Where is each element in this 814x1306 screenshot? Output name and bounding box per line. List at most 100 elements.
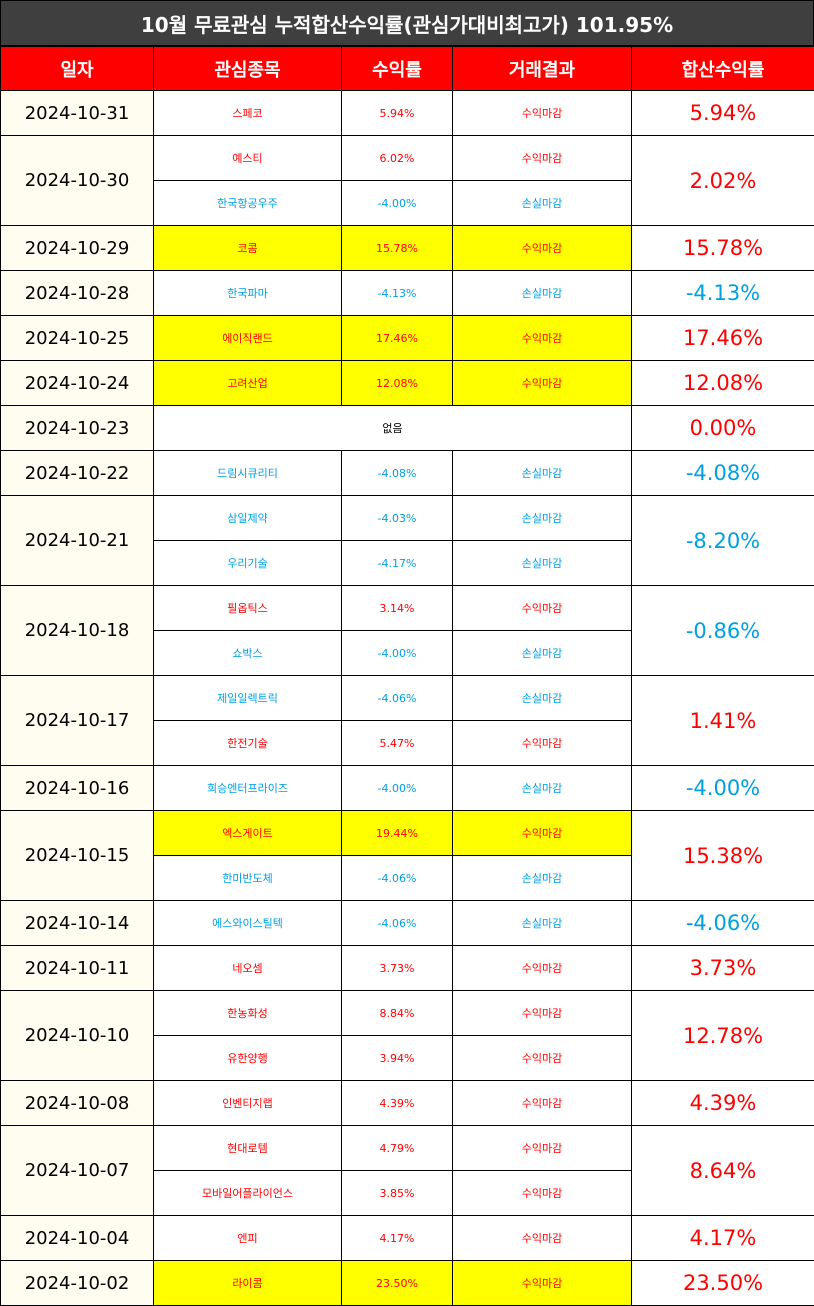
date-cell: 2024-10-08 [0, 1080, 154, 1126]
return-cell: -4.00% [341, 630, 453, 676]
table-row: 2024-10-14 에스와이스틸텍 -4.06% 손실마감 -4.06% [0, 900, 814, 946]
date-cell: 2024-10-07 [0, 1125, 154, 1216]
stock-cell: 엑스게이트 [153, 810, 342, 856]
return-cell: -4.13% [341, 270, 453, 316]
stock-cell: 모바일어플라이언스 [153, 1170, 342, 1216]
stock-cell: 쇼박스 [153, 630, 342, 676]
total-return-cell: -4.06% [631, 900, 814, 946]
return-cell: -4.00% [341, 765, 453, 811]
date-cell: 2024-10-17 [0, 675, 154, 766]
result-cell: 손실마감 [452, 675, 632, 721]
return-cell: 8.84% [341, 990, 453, 1036]
result-cell: 수익마감 [452, 135, 632, 181]
total-return-cell: 4.17% [631, 1215, 814, 1261]
total-return-cell: 4.39% [631, 1080, 814, 1126]
result-cell: 수익마감 [452, 945, 632, 991]
table-row: 2024-10-15 엑스게이트 19.44% 수익마감 15.38% [0, 810, 814, 901]
stock-cell: 스페코 [153, 90, 342, 136]
result-cell: 수익마감 [452, 990, 632, 1036]
return-cell: -4.06% [341, 855, 453, 901]
no-pick-cell: 없음 [153, 405, 632, 451]
date-cell: 2024-10-15 [0, 810, 154, 901]
table-row: 2024-10-02 라이콤 23.50% 수익마감 23.50% [0, 1260, 814, 1306]
return-cell: 4.39% [341, 1080, 453, 1126]
sheet-title: 10월 무료관심 누적합산수익률(관심가대비최고가) 101.95% [0, 0, 814, 46]
total-return-cell: -4.13% [631, 270, 814, 316]
header-date: 일자 [0, 46, 154, 91]
header-result: 거래결과 [452, 46, 632, 91]
stock-cell: 에이직랜드 [153, 315, 342, 361]
date-cell: 2024-10-02 [0, 1260, 154, 1306]
table-row: 2024-10-22 드림시큐리티 -4.08% 손실마감 -4.08% [0, 450, 814, 496]
result-cell: 손실마감 [452, 540, 632, 586]
table-row: 2024-10-25 에이직랜드 17.46% 수익마감 17.46% [0, 315, 814, 361]
returns-table: 일자 관심종목 수익률 거래결과 합산수익률 2024-10-31 스페코 5.94… [0, 46, 814, 1306]
table-row: 2024-10-31 스페코 5.94% 수익마감 5.94% [0, 90, 814, 136]
result-cell: 손실마감 [452, 900, 632, 946]
total-return-cell: -4.08% [631, 450, 814, 496]
table-row: 2024-10-08 인벤티지랩 4.39% 수익마감 4.39% [0, 1080, 814, 1126]
date-cell: 2024-10-18 [0, 585, 154, 676]
header-stock: 관심종목 [153, 46, 342, 91]
stock-cell: 한전기술 [153, 720, 342, 766]
stock-cell: 한미반도체 [153, 855, 342, 901]
date-cell: 2024-10-23 [0, 405, 154, 451]
result-cell: 수익마감 [452, 1260, 632, 1306]
return-cell: -4.17% [341, 540, 453, 586]
stock-cell: 제일일렉트릭 [153, 675, 342, 721]
stock-cell: 코콤 [153, 225, 342, 271]
result-cell: 수익마감 [452, 225, 632, 271]
table-row: 쇼박스 -4.00% 손실마감 [1, 630, 814, 676]
stock-cell: 에스와이스틸텍 [153, 900, 342, 946]
result-cell: 손실마감 [452, 855, 632, 901]
table-row: 2024-10-04 엔피 4.17% 수익마감 4.17% [0, 1215, 814, 1261]
result-cell: 수익마감 [452, 585, 632, 631]
stock-cell: 한농화성 [153, 990, 342, 1036]
date-cell: 2024-10-21 [0, 495, 154, 586]
header-row: 일자 관심종목 수익률 거래결과 합산수익률 [0, 46, 814, 91]
total-return-cell: -0.86% [631, 585, 814, 676]
stock-cell: 유한양행 [153, 1035, 342, 1081]
table-row: 2024-10-28 한국파마 -4.13% 손실마감 -4.13% [0, 270, 814, 316]
stock-cell: 예스티 [153, 135, 342, 181]
table-row: 2024-10-18 필옵틱스 3.14% 수익마감 -0.86% [0, 585, 814, 676]
result-cell: 수익마감 [452, 1125, 632, 1171]
result-cell: 손실마감 [452, 765, 632, 811]
date-cell: 2024-10-30 [0, 135, 154, 226]
header-return: 수익률 [341, 46, 453, 91]
total-return-cell: 1.41% [631, 675, 814, 766]
return-cell: -4.08% [341, 450, 453, 496]
stock-cell: 드림시큐리티 [153, 450, 342, 496]
table-row: 한미반도체 -4.06% 손실마감 [1, 855, 814, 901]
result-cell: 수익마감 [452, 315, 632, 361]
header-total: 합산수익률 [631, 46, 814, 91]
total-return-cell: 0.00% [631, 405, 814, 451]
table-row: 2024-10-21 삼일제약 -4.03% 손실마감 -8.20% [0, 495, 814, 586]
table-row: 우리기술 -4.17% 손실마감 [1, 540, 814, 586]
total-return-cell: 15.78% [631, 225, 814, 271]
table-row: 2024-10-07 현대로템 4.79% 수익마감 8.64% [0, 1125, 814, 1216]
result-cell: 손실마감 [452, 180, 632, 226]
total-return-cell: 17.46% [631, 315, 814, 361]
result-cell: 수익마감 [452, 1035, 632, 1081]
total-return-cell: 23.50% [631, 1260, 814, 1306]
return-cell: 4.79% [341, 1125, 453, 1171]
date-cell: 2024-10-04 [0, 1215, 154, 1261]
return-cell: 15.78% [341, 225, 453, 271]
return-cell: -4.00% [341, 180, 453, 226]
return-cell: 17.46% [341, 315, 453, 361]
total-return-cell: -4.00% [631, 765, 814, 811]
table-row: 2024-10-16 희승엔터프라이즈 -4.00% 손실마감 -4.00% [0, 765, 814, 811]
result-cell: 수익마감 [452, 1215, 632, 1261]
date-cell: 2024-10-14 [0, 900, 154, 946]
result-cell: 수익마감 [452, 1170, 632, 1216]
stock-cell: 한국항공우주 [153, 180, 342, 226]
return-cell: 4.17% [341, 1215, 453, 1261]
result-cell: 손실마감 [452, 630, 632, 676]
stock-cell: 우리기술 [153, 540, 342, 586]
table-row: 2024-10-30 예스티 6.02% 수익마감 2.02% [0, 135, 814, 226]
stock-cell: 한국파마 [153, 270, 342, 316]
total-return-cell: 8.64% [631, 1125, 814, 1216]
total-return-cell: 2.02% [631, 135, 814, 226]
